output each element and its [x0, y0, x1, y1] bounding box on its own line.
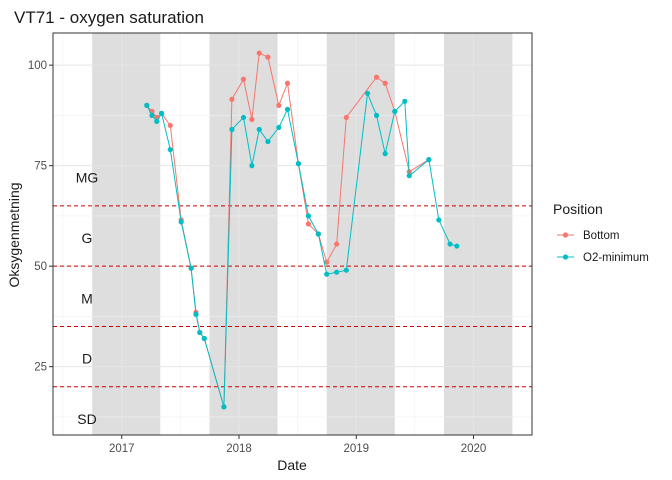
data-point: [436, 217, 442, 223]
data-point: [221, 404, 227, 410]
x-axis-title: Date: [277, 457, 307, 473]
shaded-period-3: [443, 33, 513, 435]
data-point: [188, 265, 194, 271]
legend-key-point: [562, 232, 569, 238]
data-point: [229, 96, 235, 102]
data-point: [284, 106, 291, 112]
shaded-period-2: [326, 33, 395, 435]
data-point: [158, 110, 165, 116]
data-point: [276, 124, 282, 131]
band-label-g: G: [82, 230, 93, 246]
y-tick-label: 25: [34, 362, 47, 374]
data-point: [426, 157, 432, 163]
y-tick-label: 50: [34, 261, 47, 273]
band-label-mg: MG: [76, 170, 99, 186]
data-point: [382, 80, 388, 86]
data-point: [373, 112, 380, 119]
threshold-lines: [53, 205, 532, 388]
legend-items: Bottom O2-minimum: [557, 230, 649, 264]
band-label-m: M: [81, 290, 93, 306]
band-labels: MG G M D SD: [76, 170, 99, 427]
legend-label: Bottom: [583, 230, 619, 242]
data-point: [402, 98, 408, 104]
legend-item-o2-minimum: O2-minimum: [557, 252, 649, 264]
data-point: [324, 259, 330, 265]
data-point: [305, 213, 312, 219]
data-point: [167, 122, 173, 129]
shaded-period-0: [92, 33, 161, 435]
legend: Position Bottom O2-minimum: [553, 201, 649, 264]
data-point: [256, 126, 262, 133]
data-point: [229, 126, 235, 133]
data-point: [201, 335, 207, 342]
legend-item-bottom: Bottom: [557, 230, 619, 242]
y-tick-label: 75: [34, 161, 47, 173]
band-label-sd: SD: [77, 411, 96, 427]
data-point: [240, 76, 247, 82]
data-point: [343, 114, 349, 121]
data-point: [144, 102, 150, 108]
data-point: [284, 80, 291, 86]
legend-title: Position: [553, 201, 603, 217]
data-point: [364, 90, 371, 96]
data-point: [324, 271, 330, 277]
data-point: [334, 269, 340, 275]
legend-key-point: [562, 254, 569, 260]
data-point: [454, 243, 460, 249]
x-tick-label: 2017: [109, 443, 135, 455]
data-point: [334, 241, 340, 247]
data-point: [265, 138, 271, 145]
y-tick-label: 100: [28, 60, 47, 72]
data-point: [373, 74, 380, 80]
chart-title: VT71 - oxygen saturation: [14, 8, 204, 27]
series-o2-minimum: [144, 90, 460, 410]
shaded-periods: [92, 33, 513, 435]
data-point: [382, 151, 388, 157]
data-point: [295, 161, 302, 167]
legend-label: O2-minimum: [583, 252, 649, 264]
data-point: [265, 54, 271, 60]
data-point: [167, 146, 173, 153]
data-point: [447, 241, 453, 247]
y-axis-title: Oksygenmetning: [6, 182, 22, 287]
x-axis: 2017 2018 2019 2020: [109, 435, 486, 455]
data-point: [249, 163, 255, 169]
x-tick-label: 2019: [343, 443, 369, 455]
data-point: [178, 219, 184, 225]
plot-panel: MG G M D SD: [52, 32, 533, 436]
data-point: [315, 231, 321, 237]
band-label-d: D: [82, 351, 92, 367]
data-point: [343, 267, 349, 273]
data-point: [249, 116, 255, 123]
data-point: [276, 102, 282, 108]
plot-border: [52, 32, 533, 436]
x-tick-label: 2018: [226, 443, 252, 455]
y-axis: 25 50 75 100: [28, 60, 53, 374]
data-point: [305, 221, 312, 227]
data-point: [392, 108, 398, 114]
data-point: [193, 311, 199, 317]
data-point: [149, 112, 155, 119]
data-point: [256, 50, 262, 56]
series-line: [146, 91, 457, 408]
data-point: [197, 329, 203, 336]
series: [144, 50, 460, 410]
x-tick-label: 2020: [461, 443, 487, 455]
data-point: [154, 118, 160, 125]
data-point: [406, 173, 412, 179]
shaded-period-1: [209, 33, 278, 435]
data-point: [240, 114, 247, 121]
